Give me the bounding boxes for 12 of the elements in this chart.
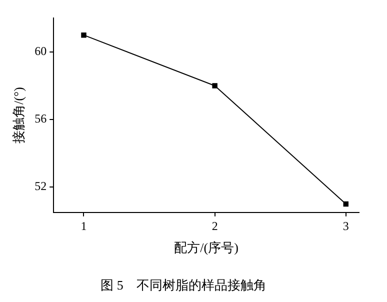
x-axis-title: 配方/(序号) [174, 240, 238, 256]
y-tick-label: 60 [34, 44, 47, 58]
x-tick-label: 3 [342, 218, 349, 233]
y-tick-label: 56 [34, 112, 47, 126]
x-tick-label: 2 [212, 218, 218, 233]
x-tick-label: 1 [80, 218, 87, 233]
text: 图 5 不同树脂的样品接触角 [100, 278, 266, 293]
point [81, 32, 86, 38]
point [343, 201, 349, 207]
point [212, 83, 218, 88]
y-axis-title: 接触角/(°) [11, 87, 26, 144]
y-tick-label: 52 [34, 179, 47, 194]
